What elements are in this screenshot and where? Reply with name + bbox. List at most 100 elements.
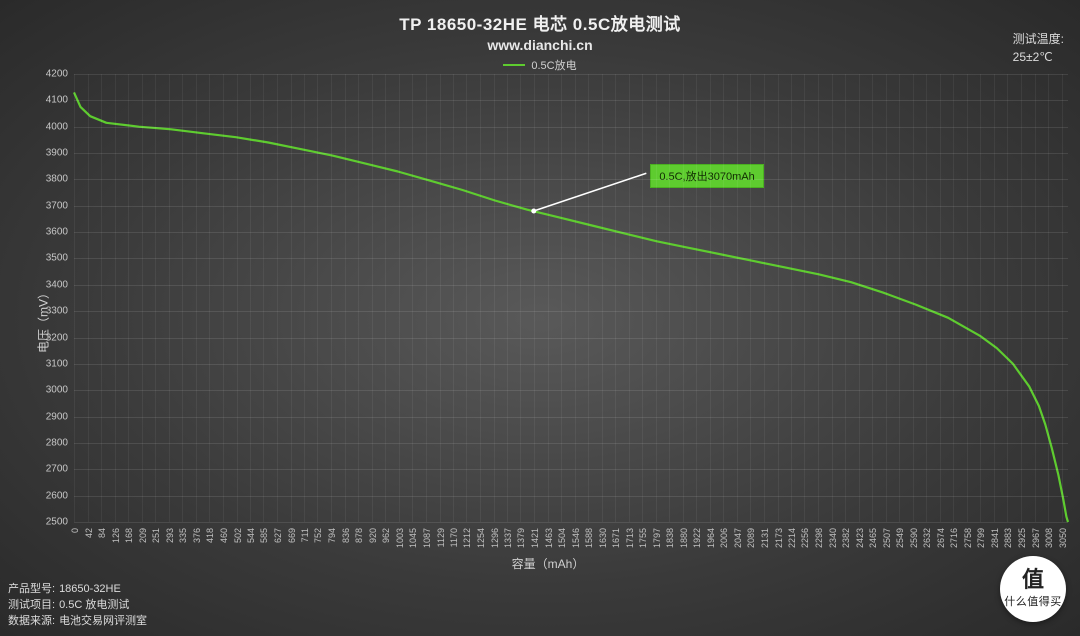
gridline-v [345, 74, 346, 522]
x-tick-label: 502 [233, 528, 243, 543]
x-tick-label: 168 [124, 528, 134, 543]
y-tick-label: 3300 [36, 306, 68, 317]
gridline-v [534, 74, 535, 522]
x-tick-label: 2047 [733, 528, 743, 548]
x-tick-label: 335 [178, 528, 188, 543]
gridline-v [466, 74, 467, 522]
x-tick-label: 669 [287, 528, 297, 543]
gridline-v [832, 74, 833, 522]
chart-area: 电压（mV） 0.5C,放出3070mAh 容量（mAh） 2500260027… [28, 74, 1068, 566]
gridline-v [101, 74, 102, 522]
x-tick-label: 1504 [557, 528, 567, 548]
gridline-v [426, 74, 427, 522]
watermark-badge: 值 什么值得买 [1000, 556, 1066, 622]
gridline-v [588, 74, 589, 522]
y-tick-label: 2600 [36, 490, 68, 501]
y-tick-label: 3400 [36, 279, 68, 290]
y-tick-label: 3600 [36, 227, 68, 238]
x-tick-label: 752 [313, 528, 323, 543]
callout-label: 0.5C,放出3070mAh [650, 164, 763, 188]
x-tick-label: 2006 [719, 528, 729, 548]
x-tick-label: 1421 [530, 528, 540, 548]
footer-row: 数据来源:电池交易网评测室 [8, 614, 147, 630]
gridline-v [750, 74, 751, 522]
gridline-v [804, 74, 805, 522]
gridline-v [669, 74, 670, 522]
footer-row: 产品型号:18650-32HE [8, 582, 147, 598]
x-tick-label: 2340 [828, 528, 838, 548]
x-tick-label: 2131 [760, 528, 770, 548]
chart-title: TP 18650-32HE 电芯 0.5C放电测试 [0, 10, 1080, 35]
x-tick-label: 1880 [679, 528, 689, 548]
y-tick-label: 3100 [36, 358, 68, 369]
gridline-v [74, 74, 75, 522]
x-tick-label: 1045 [408, 528, 418, 548]
x-tick-label: 460 [219, 528, 229, 543]
y-tick-label: 2900 [36, 411, 68, 422]
x-tick-label: 1630 [598, 528, 608, 548]
x-tick-label: 42 [84, 528, 94, 538]
x-tick-label: 1588 [584, 528, 594, 548]
x-tick-label: 1212 [462, 528, 472, 548]
x-tick-label: 711 [300, 528, 310, 542]
gridline-v [277, 74, 278, 522]
x-tick-label: 2256 [800, 528, 810, 548]
footer-label: 测试项目: [8, 598, 55, 614]
x-tick-label: 1337 [503, 528, 513, 548]
footer-label: 产品型号: [8, 582, 55, 598]
gridline-v [372, 74, 373, 522]
gridline-v [778, 74, 779, 522]
x-tick-label: 1296 [490, 528, 500, 548]
x-tick-label: 962 [381, 528, 391, 543]
gridline-v [575, 74, 576, 522]
footer-value: 18650-32HE [59, 582, 121, 598]
x-tick-label: 627 [273, 528, 283, 543]
gridline-v [169, 74, 170, 522]
x-tick-label: 1170 [449, 528, 459, 547]
footer-value: 电池交易网评测室 [59, 614, 147, 630]
gridline-v [317, 74, 318, 522]
y-tick-label: 3900 [36, 148, 68, 159]
gridline-v [385, 74, 386, 522]
x-tick-label: 418 [205, 528, 215, 543]
gridline-v [263, 74, 264, 522]
x-tick-label: 2465 [868, 528, 878, 548]
x-tick-label: 126 [111, 528, 121, 543]
chart-subtitle: www.dianchi.cn [0, 37, 1080, 53]
gridline-v [656, 74, 657, 522]
y-tick-label: 3700 [36, 200, 68, 211]
x-tick-label: 293 [165, 528, 175, 543]
x-tick-label: 836 [341, 528, 351, 543]
x-tick-label: 2507 [882, 528, 892, 548]
x-tick-label: 2883 [1003, 528, 1013, 548]
x-tick-label: 1379 [516, 528, 526, 548]
gridline-v [818, 74, 819, 522]
x-tick-label: 2758 [963, 528, 973, 548]
x-tick-label: 1964 [706, 528, 716, 548]
x-tick-label: 251 [151, 528, 161, 543]
badge-text: 什么值得买 [1004, 593, 1062, 609]
gridline-v [737, 74, 738, 522]
x-tick-label: 209 [138, 528, 148, 543]
x-tick-label: 2549 [895, 528, 905, 548]
gridline-v [710, 74, 711, 522]
gridline-v [886, 74, 887, 522]
gridline-v [1021, 74, 1022, 522]
x-tick-label: 878 [354, 528, 364, 543]
x-tick-label: 1463 [544, 528, 554, 548]
gridline-v [683, 74, 684, 522]
x-tick-label: 1713 [625, 528, 635, 548]
gridline-v [845, 74, 846, 522]
gridline-v [196, 74, 197, 522]
gridline-v [1007, 74, 1008, 522]
gridline-v [453, 74, 454, 522]
y-tick-label: 3800 [36, 174, 68, 185]
gridline-v [480, 74, 481, 522]
gridline-v [250, 74, 251, 522]
gridline-v [128, 74, 129, 522]
temperature-note: 测试温度: 25±2℃ [1013, 30, 1064, 66]
x-tick-label: 2674 [936, 528, 946, 548]
gridline-v [764, 74, 765, 522]
x-tick-label: 1129 [436, 528, 446, 547]
gridline-v [980, 74, 981, 522]
